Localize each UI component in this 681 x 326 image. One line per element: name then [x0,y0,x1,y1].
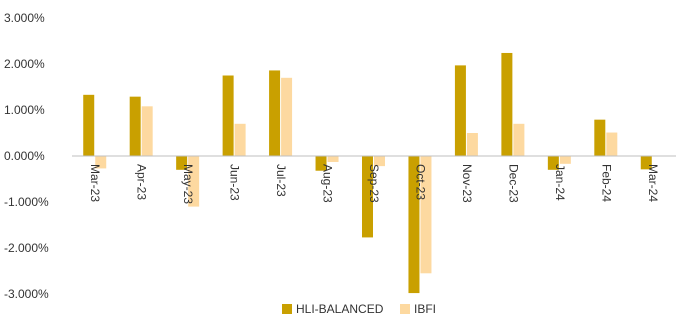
bar-hli-balanced [454,65,466,156]
bar-hli-balanced [362,156,373,238]
x-tick-label: Apr-23 [135,164,149,200]
bar-hli-balanced [594,119,606,156]
x-tick-label: Jul-23 [274,164,288,197]
x-tick-label: Oct-23 [413,164,427,200]
bar-hli-balanced [547,156,559,170]
bar-ibfi [188,156,200,207]
x-tick-label: Sep-23 [367,164,381,203]
bar-hli-balanced [501,52,513,156]
bar-hli-balanced [315,156,327,171]
bar-ibfi [420,156,432,274]
bar-ibfi [513,123,525,156]
x-axis-ticks: Mar-23 Apr-23 May-23 Jun-23 Jul-23 Aug-23 Sep-… [88,164,660,204]
y-tick-label: -3.000% [4,287,49,301]
bar-ibfi [281,77,293,156]
x-tick-label: Mar-24 [646,164,660,202]
bar-ibfi [559,156,571,164]
x-tick-label: Jan-24 [553,164,567,201]
y-axis-ticks: 3.000% 2.000% 1.000% 0.000% -1.000% -2.000% -3… [4,11,49,301]
legend-swatch [282,304,292,314]
bar-hli-balanced [83,94,95,156]
y-tick-label: -2.000% [4,241,49,255]
y-tick-label: 0.000% [4,149,45,163]
x-tick-label: Feb-24 [599,164,613,202]
x-tick-label: Mar-23 [88,164,102,202]
x-tick-label: Jun-23 [228,164,242,201]
bar-hli-balanced [269,70,281,156]
bar-hli-balanced [408,156,420,294]
bar-ibfi [234,123,246,156]
bar-hli-balanced [640,156,652,170]
y-tick-label: 1.000% [4,103,45,117]
bar-ibfi [95,156,107,169]
bar-ibfi [141,106,153,156]
y-tick-label: -1.000% [4,195,49,209]
x-tick-label: Nov-23 [460,164,474,203]
bar-ibfi [606,132,618,156]
bar-hli-balanced [176,156,188,170]
bar-hli-balanced [222,75,234,156]
y-tick-label: 3.000% [4,11,45,25]
x-tick-label: May-23 [181,164,195,204]
legend-label: HLI-BALANCED [296,302,384,316]
x-tick-label: Aug-23 [321,164,335,203]
legend-swatch [400,304,410,314]
legend-label: IBFI [414,302,436,316]
bar-ibfi [466,133,478,156]
bar-ibfi [327,156,339,162]
x-tick-label: Dec-23 [506,164,520,203]
y-tick-label: 2.000% [4,57,45,71]
legend: HLI-BALANCED IBFI [282,302,436,316]
bar-hli-balanced [129,96,141,156]
bar-ibfi [374,156,385,167]
bars-group [83,52,664,294]
